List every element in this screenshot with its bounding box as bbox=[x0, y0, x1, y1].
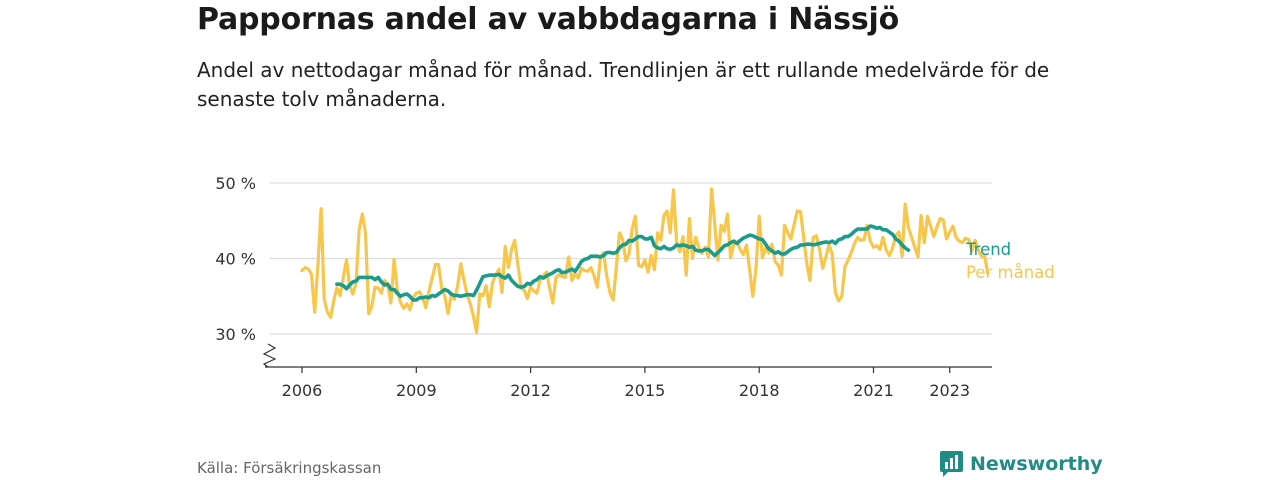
series-lines bbox=[300, 187, 990, 335]
x-tick-label: 2023 bbox=[929, 381, 970, 400]
y-tick-label: 40 % bbox=[215, 250, 256, 269]
trend-label: Trend bbox=[965, 240, 1011, 259]
y-axis: 30 % 40 % 50 % bbox=[215, 174, 256, 344]
y-grid bbox=[270, 182, 992, 335]
bar-chart-icon bbox=[940, 451, 963, 477]
chart-subtitle: Andel av nettodagar månad för månad. Tre… bbox=[197, 58, 1050, 111]
x-tick-label: 2018 bbox=[739, 381, 780, 400]
x-tick-label: 2015 bbox=[625, 381, 666, 400]
brand-name: Newsworthy bbox=[970, 453, 1103, 475]
chart: 30 % 40 % 50 % 2006 2009 2012 2015 2018 2021 202… bbox=[215, 174, 1055, 400]
source-note: Källa: Försäkringskassan bbox=[197, 459, 382, 477]
x-tick-label: 2021 bbox=[853, 381, 894, 400]
monthly-label: Per månad bbox=[966, 263, 1055, 282]
brand-logo: Newsworthy bbox=[940, 451, 1103, 477]
series-labels: Trend Per månad bbox=[965, 240, 1055, 282]
axis-break-icon bbox=[262, 343, 277, 368]
y-tick-label: 50 % bbox=[215, 174, 256, 193]
trend-line bbox=[335, 224, 911, 302]
y-tick-label: 30 % bbox=[215, 325, 256, 344]
x-tick-label: 2012 bbox=[510, 381, 551, 400]
x-axis: 2006 2009 2012 2015 2018 2021 2023 bbox=[265, 366, 992, 400]
monthly-line bbox=[300, 187, 990, 335]
x-tick-label: 2009 bbox=[396, 381, 437, 400]
x-tick-label: 2006 bbox=[282, 381, 323, 400]
chart-title: Pappornas andel av vabbdagarna i Nässjö bbox=[197, 2, 899, 37]
